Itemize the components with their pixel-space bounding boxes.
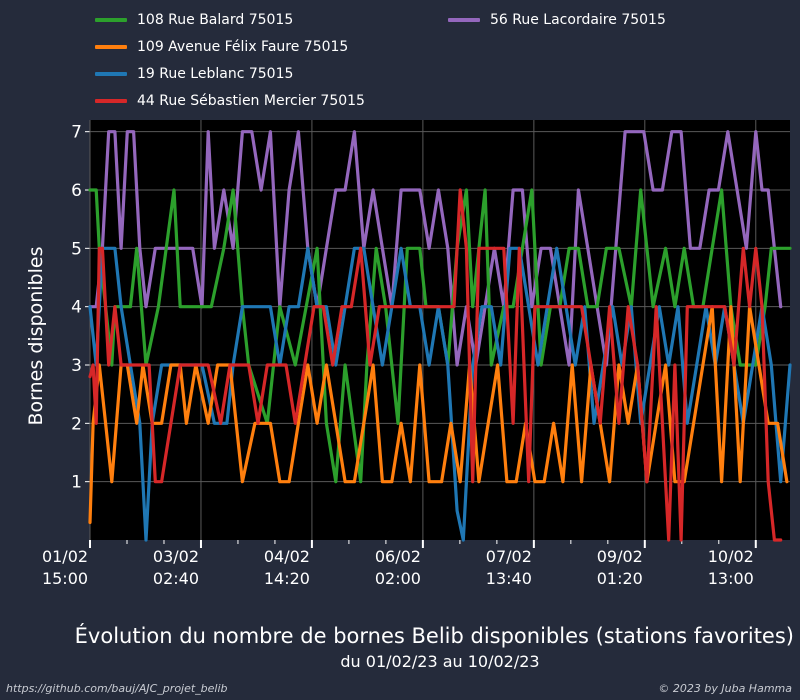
y-tick-label: 1 [71, 473, 82, 493]
footer-repo-link[interactable]: https://github.com/bauj/AJC_projet_belib [6, 682, 228, 695]
chart-title: Évolution du nombre de bornes Belib disp… [74, 624, 794, 648]
x-tick-label-date: 04/02 [264, 547, 310, 566]
legend-item-mercier: 44 Rue Sébastien Mercier 75015 [95, 93, 365, 109]
x-tick-label-time: 13:40 [486, 569, 532, 588]
x-tick-label-date: 10/02 [708, 547, 754, 566]
legend-label: 44 Rue Sébastien Mercier 75015 [137, 93, 365, 109]
x-tick-label-date: 01/02 [42, 547, 88, 566]
series-line-4 [88, 188, 783, 542]
x-tick-label-date: 06/02 [375, 547, 421, 566]
y-tick-label: 2 [71, 414, 82, 434]
legend-item-leblanc: 19 Rue Leblanc 75015 [95, 66, 293, 82]
x-tick-label-date: 09/02 [597, 547, 643, 566]
legend-swatch [95, 18, 127, 22]
x-tick-label-time: 01:20 [597, 569, 643, 588]
legend-label: 19 Rue Leblanc 75015 [137, 66, 294, 82]
y-tick-label: 3 [71, 356, 82, 376]
x-tick-label-time: 14:20 [264, 569, 310, 588]
legend-swatch [95, 99, 127, 103]
x-tick-label-date: 03/02 [153, 547, 199, 566]
legend-label: 108 Rue Balard 75015 [137, 12, 294, 28]
y-axis-label: Bornes disponibles [25, 246, 47, 426]
chart-subtitle: du 01/02/23 au 10/02/23 [340, 652, 540, 671]
legend-item-felix-faure: 109 Avenue Félix Faure 75015 [95, 39, 348, 55]
footer-copyright: © 2023 by Juba Hamma [658, 682, 792, 695]
y-tick-label: 5 [71, 239, 82, 259]
x-tick-label-date: 07/02 [486, 547, 532, 566]
legend-swatch [95, 45, 127, 49]
legend-item-lacordaire: 56 Rue Lacordaire 75015 [448, 12, 666, 28]
series-line-2 [88, 305, 789, 525]
x-tick-label-time: 02:00 [375, 569, 421, 588]
legend-swatch [95, 72, 127, 76]
series-line-5 [88, 130, 783, 367]
legend-item-balard: 108 Rue Balard 75015 [95, 12, 293, 28]
y-tick-label: 7 [71, 123, 82, 143]
y-tick-label: 4 [71, 298, 82, 318]
legend-swatch [448, 18, 480, 22]
x-tick-label-time: 15:00 [42, 569, 88, 588]
legend-label: 56 Rue Lacordaire 75015 [490, 12, 666, 28]
legend-label: 109 Avenue Félix Faure 75015 [137, 39, 349, 55]
x-tick-label-time: 02:40 [153, 569, 199, 588]
x-tick-label-time: 13:00 [708, 569, 754, 588]
y-tick-label: 6 [71, 181, 82, 201]
